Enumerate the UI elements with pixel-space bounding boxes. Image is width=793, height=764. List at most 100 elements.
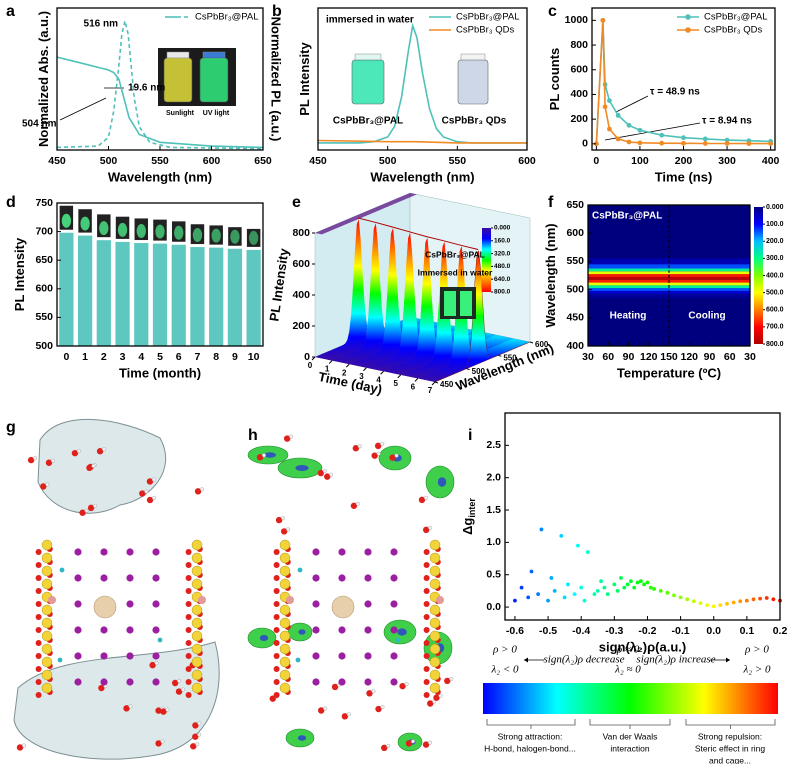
y-tick-label: 500	[35, 340, 53, 352]
data-point	[642, 582, 647, 587]
x-tick-label: 6	[411, 383, 416, 392]
bond-atom	[35, 588, 42, 594]
vial-glow	[174, 225, 184, 240]
hydrogen-atom	[200, 487, 205, 492]
x-tick-label: 7	[428, 386, 433, 395]
y-tick-label: 450	[440, 380, 454, 389]
silicon-atom	[429, 552, 441, 564]
colorbar-tick-label: 800.0	[494, 289, 511, 296]
hydrogen-atom	[154, 661, 159, 666]
x-tick-label: 200	[675, 155, 693, 167]
x-tick	[397, 374, 402, 379]
colorbar-tick-label: 600.0	[766, 307, 784, 314]
aluminum-atom	[436, 596, 444, 604]
bromine-atom	[338, 548, 346, 556]
bond-atom	[35, 692, 42, 698]
vial-glow	[211, 228, 221, 243]
bar	[171, 244, 186, 346]
x-tick-label: 4	[376, 375, 381, 384]
data-point	[572, 592, 577, 597]
data-point	[724, 141, 730, 146]
bond-atom	[185, 653, 192, 659]
annotation: 19.6 nm	[128, 83, 165, 94]
silicon-atom	[191, 643, 203, 655]
legend-text: Steric effect in ring	[695, 743, 766, 753]
oxygen-atom	[149, 661, 156, 669]
bromine-atom	[74, 652, 82, 660]
oxygen-atom	[146, 478, 154, 485]
x-axis-label: Time (month)	[119, 365, 201, 380]
x-tick-label: 0	[308, 361, 313, 370]
data-point	[731, 600, 736, 605]
data-point	[600, 17, 606, 23]
legend-text: Van der Waals	[603, 731, 658, 741]
heatmap-band	[588, 288, 750, 292]
data-point	[592, 592, 597, 597]
annotation: Sunlight	[166, 110, 195, 117]
silicon-atom	[429, 630, 441, 642]
panel-label: h	[248, 427, 258, 444]
oxygen-atom	[341, 713, 349, 720]
bond-atom	[273, 679, 280, 685]
data-point	[519, 585, 524, 590]
data-point	[602, 104, 608, 110]
series-line	[56, 20, 264, 150]
oxygen-atom	[352, 445, 360, 452]
y-tick-label: 2.0	[486, 471, 501, 483]
oxygen-atom	[40, 483, 47, 490]
y2-axis-label: Normalized PL (a.u.)	[269, 17, 284, 142]
bond-atom	[185, 588, 192, 594]
x-tick-label: 500	[379, 155, 397, 167]
silicon-atom	[279, 578, 291, 590]
bromine-atom	[338, 626, 346, 634]
oxygen-atom	[123, 705, 130, 712]
vial-glow	[61, 213, 72, 228]
hydrogen-atom	[165, 707, 170, 712]
silicon-atom	[191, 656, 203, 668]
silicon-atom	[279, 617, 291, 629]
legend-text: ρ > 0	[744, 644, 769, 656]
bond-atom	[423, 614, 430, 620]
x-tick-label: 30	[744, 351, 756, 363]
silicon-atom	[279, 669, 291, 681]
x-tick-label: 500	[100, 155, 118, 167]
bond-atom	[35, 562, 42, 568]
legend-text: λ₂ > 0	[742, 664, 771, 676]
y-tick-label: 650	[566, 199, 584, 211]
silicon-atom	[279, 656, 291, 668]
hydrogen-atom	[151, 477, 156, 482]
y-axis-label-main: PL counts	[547, 48, 562, 111]
hydrogen-atom	[181, 687, 186, 692]
silicon-atom	[429, 578, 441, 590]
bond-atom	[35, 627, 42, 633]
panel-label: e	[292, 194, 301, 211]
bond-atom	[423, 640, 430, 646]
x-tick-label: 2	[342, 368, 347, 377]
oxygen-atom	[98, 684, 105, 692]
oxygen-atom	[405, 740, 413, 747]
bar	[190, 247, 205, 346]
silicon-atom	[429, 604, 441, 616]
data-point	[585, 550, 590, 554]
legend-label: CsPbBr₃@PAL	[456, 12, 520, 23]
data-point	[718, 603, 723, 608]
hydrogen-atom	[197, 721, 202, 726]
bond-atom	[423, 588, 430, 594]
bond-atom	[185, 614, 192, 620]
hydrogen-atom	[376, 451, 381, 456]
oxygen-atom	[350, 502, 358, 509]
y-tick	[529, 341, 534, 344]
lead-atom	[157, 637, 163, 643]
bromine-atom	[364, 626, 372, 634]
hydrogen-atom	[91, 463, 96, 468]
vial-glow	[230, 229, 240, 244]
hydrogen-atom	[50, 458, 55, 463]
hydrogen-atom	[289, 434, 294, 439]
bar	[96, 240, 111, 346]
y-tick-label: 500	[472, 367, 486, 376]
oxygen-atom	[283, 435, 291, 442]
colorbar-tick-label: 640.0	[494, 276, 511, 283]
x-tick-label: 30	[582, 351, 594, 363]
oxygen-atom	[139, 490, 146, 497]
data-point	[615, 113, 621, 118]
